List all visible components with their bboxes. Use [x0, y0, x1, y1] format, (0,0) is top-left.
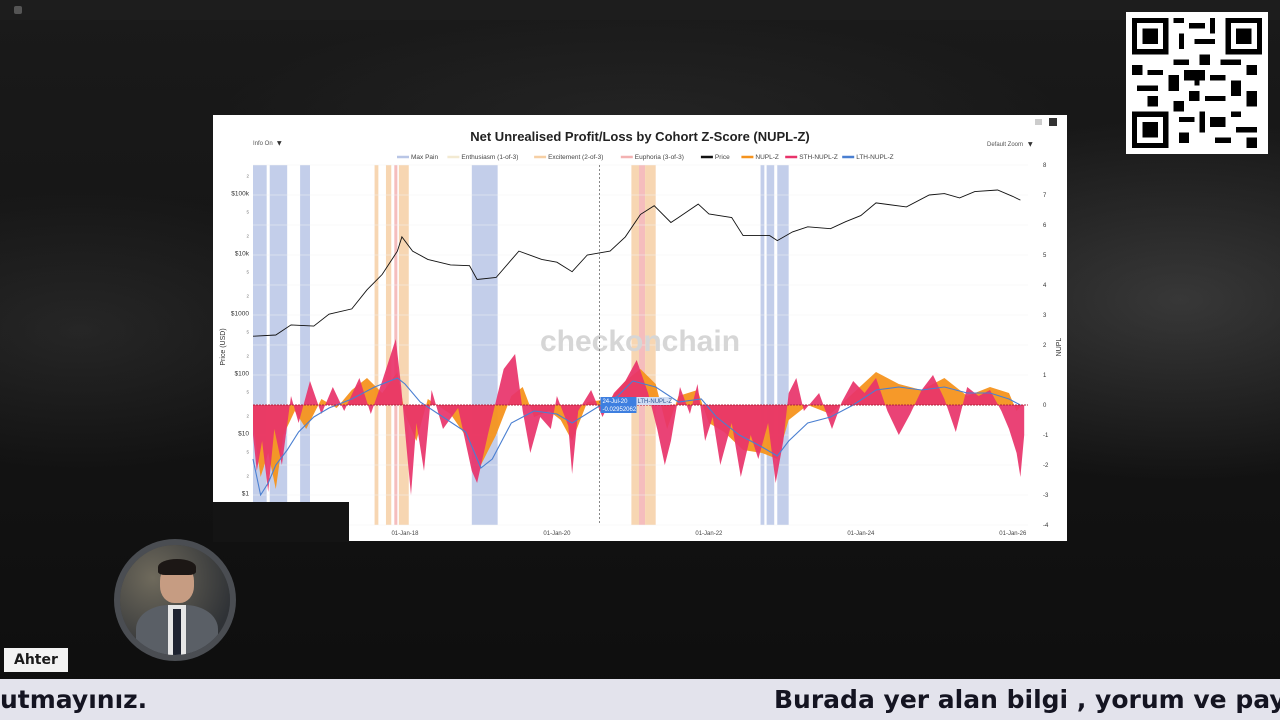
watermark: checkonchain [540, 325, 740, 358]
y-right-tick-label: -1 [1043, 433, 1049, 439]
legend-label: STH-NUPL-Z [799, 154, 838, 161]
presenter-webcam [114, 539, 236, 661]
info-toggle[interactable]: Info On ▼ [253, 140, 282, 147]
legend-label: Euphoria (3-of-3) [635, 154, 684, 161]
hover-readout: 24-Jul-20 -0.02952062 LTH-NUPL-Z [599, 165, 672, 525]
qr-code-icon [1132, 18, 1262, 148]
y-left-tick-label: $1000 [231, 311, 249, 318]
y-right-tick-label: 8 [1043, 163, 1047, 169]
legend-label: NUPL-Z [755, 154, 779, 161]
ticker-text-left: utmayınız. [0, 685, 148, 714]
y-left-tick-label: $100 [235, 371, 250, 378]
y-left-minor-tick-label: 5 [246, 270, 249, 275]
nupl-z-chart: checkonchain 01-Jan-18 01-Jan-20 01-Jan-22… [220, 118, 1063, 537]
info-toggle-label: Info On [253, 141, 273, 147]
hover-series-name: LTH-NUPL-Z [637, 399, 672, 405]
y-right-axis-label: NUPL [1056, 338, 1063, 357]
hover-tooltip [600, 397, 637, 413]
y-right-tick-label: 7 [1043, 193, 1047, 199]
presenter-tie [173, 609, 181, 655]
y-left-minor-tick-label: 2 [246, 174, 249, 179]
webcam-overlay-area [213, 502, 349, 542]
y-right-tick-label: -3 [1043, 493, 1049, 499]
y-left-minor-tick-label: 5 [246, 390, 249, 395]
zoom-selector-label: Default Zoom [987, 142, 1023, 148]
presenter-name-tag: Ahter [4, 648, 68, 672]
zoom-selector[interactable]: Default Zoom ▼ [987, 141, 1033, 148]
legend-label: Enthusiasm (1-of-3) [461, 154, 518, 161]
y-right-tick-label: 6 [1043, 223, 1047, 229]
y-right-tick-label: -4 [1043, 523, 1049, 529]
legend-label: LTH-NUPL-Z [856, 154, 893, 161]
y-right-tick-label: 3 [1043, 313, 1047, 319]
x-tick-label: 01-Jan-26 [999, 531, 1027, 537]
chevron-down-icon: ▼ [1028, 141, 1033, 148]
y-left-tick-label: $10k [235, 251, 250, 258]
legend: Max Pain Enthusiasm (1-of-3) Excitement (2… [397, 154, 894, 161]
x-tick-label: 01-Jan-18 [391, 531, 419, 537]
ticker-text-right: Burada yer alan bilgi , yorum ve paylaşı… [774, 685, 1280, 714]
qr-code [1126, 12, 1268, 154]
y-right-tick-label: 5 [1043, 253, 1047, 259]
menu-bar [0, 0, 1280, 20]
legend-label: Excitement (2-of-3) [548, 154, 603, 161]
y-left-tick-label: $10 [238, 431, 249, 438]
y-left-minor-tick-label: 2 [246, 294, 249, 299]
presenter-hair [158, 559, 196, 575]
y-left-minor-tick-label: 5 [246, 450, 249, 455]
hover-value: -0.02952062 [602, 407, 636, 413]
y-right-tick-label: 1 [1043, 373, 1047, 379]
y-left-minor-tick-label: 2 [246, 354, 249, 359]
price-line [252, 189, 1021, 337]
hover-series-tag [636, 397, 671, 405]
y-left-minor-tick-label: 5 [246, 210, 249, 215]
y-left-tick-label: $1 [242, 491, 250, 498]
y-left-minor-tick-label: 2 [246, 414, 249, 419]
hover-date: 24-Jul-20 [602, 399, 628, 405]
chart-card: checkonchain 01-Jan-18 01-Jan-20 01-Jan-22… [213, 115, 1067, 541]
y-right-tick-label: 4 [1043, 283, 1047, 289]
x-tick-label: 01-Jan-20 [543, 531, 571, 537]
y-left-axis-label: Price (USD) [220, 328, 227, 365]
expand-icon[interactable] [1049, 118, 1057, 126]
y-left-minor-tick-label: 5 [246, 330, 249, 335]
x-tick-label: 01-Jan-24 [847, 531, 875, 537]
apple-icon [14, 6, 22, 14]
legend-label: Price [715, 154, 730, 161]
legend-label: Max Pain [411, 154, 438, 161]
y-left-minor-tick-label: 2 [246, 474, 249, 479]
camera-icon[interactable] [1035, 119, 1042, 125]
y-right-tick-label: 2 [1043, 343, 1047, 349]
x-tick-label: 01-Jan-22 [695, 531, 723, 537]
y-right-tick-label: 0 [1043, 403, 1047, 409]
chart-title: Net Unrealised Profit/Loss by Cohort Z-S… [470, 129, 809, 144]
y-left-minor-tick-label: 2 [246, 234, 249, 239]
y-right-tick-label: -2 [1043, 463, 1049, 469]
sth-nupl-z-area [253, 339, 1025, 495]
y-left-tick-label: $100k [231, 191, 249, 198]
axis-layer: 01-Jan-18 01-Jan-20 01-Jan-22 01-Jan-24 01-J… [231, 163, 1049, 537]
news-ticker: utmayınız. Burada yer alan bilgi , yorum… [0, 679, 1280, 720]
chevron-down-icon: ▼ [277, 140, 282, 147]
